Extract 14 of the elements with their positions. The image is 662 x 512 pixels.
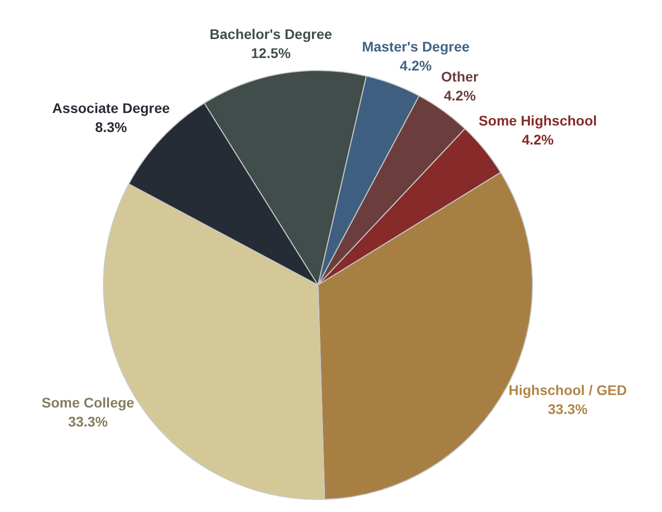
slice-label: Master's Degree xyxy=(362,38,470,54)
data-label: 33.3% xyxy=(68,414,108,430)
data-label: 8.3% xyxy=(95,119,128,136)
slice-label: Some Highschool xyxy=(478,112,597,128)
data-label: 4.2% xyxy=(522,131,554,148)
slice-label: Highschool / GED xyxy=(508,382,627,398)
data-label: 4.2% xyxy=(400,57,432,74)
slice-label: Bachelor's Degree xyxy=(210,26,332,42)
slice-label: Associate Degree xyxy=(52,100,170,116)
data-label: 33.3% xyxy=(548,400,588,417)
slice-label: Other xyxy=(441,68,480,85)
slice-label: Some College xyxy=(42,394,134,411)
data-label: 12.5% xyxy=(250,45,292,62)
data-label: 4.2% xyxy=(444,88,476,104)
